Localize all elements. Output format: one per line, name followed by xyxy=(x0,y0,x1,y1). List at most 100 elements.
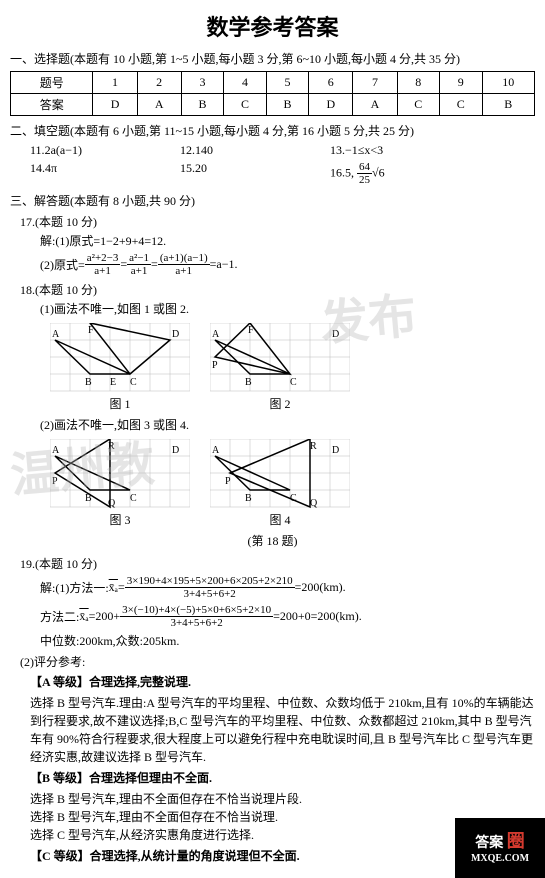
svg-text:R: R xyxy=(108,441,115,452)
num-cell: 10 xyxy=(482,72,534,94)
section3-header: 三、解答题(本题有 8 小题,共 90 分) xyxy=(10,192,535,209)
num-cell: 1 xyxy=(93,72,137,94)
page-title: 数学参考答案 xyxy=(10,10,535,42)
badge-small: MXQE.COM xyxy=(471,853,529,865)
q19-eval: (2)评分参考: xyxy=(20,653,535,670)
q17-line2: (2)原式= a²+2−3a+1 = a²−1a+1 = (a+1)(a−1)a… xyxy=(40,252,535,277)
num-cell: 5 xyxy=(266,72,309,94)
svg-text:B: B xyxy=(245,493,252,504)
num-cell: 6 xyxy=(309,72,353,94)
grade-c-label: 【C 等级】合理选择,从统计量的角度说理但不全面. xyxy=(30,849,300,863)
q19-title: 19.(本题 10 分) xyxy=(20,555,535,572)
q19-method1: 解:(1)方法一: x̄ₐ = 3×190+4×195+5×200+6×205+… xyxy=(40,575,535,600)
svg-text:D: D xyxy=(332,329,339,340)
grade-b-label: 【B 等级】合理选择但理由不全面. xyxy=(30,771,212,785)
ans-cell: C xyxy=(397,94,440,116)
fill-val: 2a(a−1) xyxy=(45,143,82,157)
svg-text:A: A xyxy=(52,445,60,456)
svg-text:Q: Q xyxy=(310,498,318,509)
caption-4: 图 4 xyxy=(210,511,350,528)
svg-text:B: B xyxy=(85,377,92,388)
svg-text:C: C xyxy=(130,493,137,504)
svg-text:C: C xyxy=(290,493,297,504)
fill-row-1: 11.2a(a−1) 12.140 13.−1≤x<3 xyxy=(30,143,535,158)
caption-2: 图 2 xyxy=(210,395,350,412)
caption-1: 图 1 xyxy=(50,395,190,412)
fill-tail: √6 xyxy=(372,165,385,179)
figure-3: A B C D P R Q xyxy=(50,439,190,509)
frac-16: 6425 xyxy=(357,161,372,186)
fill-val: 4π xyxy=(45,161,57,175)
row-label-ans: 答案 xyxy=(11,94,93,116)
svg-text:F: F xyxy=(88,325,94,336)
svg-text:P: P xyxy=(225,476,231,487)
ans-cell: D xyxy=(93,94,137,116)
num-cell: 8 xyxy=(397,72,440,94)
num-cell: 3 xyxy=(181,72,224,94)
fill-val: 20 xyxy=(195,161,207,175)
q18-line1: (1)画法不唯一,如图 1 或图 2. xyxy=(40,300,535,317)
svg-text:A: A xyxy=(212,445,220,456)
fill-val: 140 xyxy=(195,143,213,157)
fill-num: 13. xyxy=(330,143,345,157)
fill-num: 16. xyxy=(330,165,345,179)
badge-mid: 圈 xyxy=(507,831,525,851)
ans-cell: B xyxy=(482,94,534,116)
ans-cell: A xyxy=(137,94,181,116)
svg-text:Q: Q xyxy=(108,498,116,509)
caption-3: 图 3 xyxy=(50,511,190,528)
ans-cell: A xyxy=(353,94,397,116)
eq-text: (2)原式= xyxy=(40,256,85,273)
num-cell: 4 xyxy=(224,72,267,94)
section1-header: 一、选择题(本题有 10 小题,第 1~5 小题,每小题 3 分,第 6~10 … xyxy=(10,50,535,67)
fill-row-2: 14.4π 15.20 16.5, 6425√6 xyxy=(30,161,535,186)
num-cell: 9 xyxy=(440,72,483,94)
figure-2: A B C D F P xyxy=(210,323,350,393)
diagrams-row1: A B C D F E 图 1 A B C D F P 图 2 xyxy=(50,323,535,412)
q19-method2: 方法二: x̄ₐ =200+ 3×(−10)+4×(−5)+5×0+6×5+2×… xyxy=(40,604,535,629)
svg-text:P: P xyxy=(52,476,58,487)
q18-title: 18.(本题 10 分) xyxy=(20,281,535,298)
q19-median: 中位数:200km,众数:205km. xyxy=(40,632,535,649)
diagrams-row2: A B C D P R Q 图 3 A B C D P R Q 图 4 xyxy=(50,439,535,528)
svg-text:B: B xyxy=(85,493,92,504)
fill-val: −1≤x<3 xyxy=(345,143,383,157)
fill-num: 15. xyxy=(180,161,195,175)
svg-text:P: P xyxy=(212,360,218,371)
svg-text:D: D xyxy=(172,445,179,456)
q17-line1: 解:(1)原式=1−2+9+4=12. xyxy=(40,232,535,249)
svg-text:C: C xyxy=(130,377,137,388)
ans-cell: C xyxy=(224,94,267,116)
fill-val: 5, xyxy=(345,165,354,179)
svg-text:D: D xyxy=(332,445,339,456)
svg-text:A: A xyxy=(52,329,60,340)
row-label-num: 题号 xyxy=(11,72,93,94)
badge-top: 答案 xyxy=(475,836,503,851)
section2-header: 二、填空题(本题有 6 小题,第 11~15 小题,每小题 4 分,第 16 小… xyxy=(10,122,535,139)
num-cell: 7 xyxy=(353,72,397,94)
svg-text:R: R xyxy=(310,441,317,452)
grade-a-label: 【A 等级】合理选择,完整说理. xyxy=(30,675,191,689)
q18-line2: (2)画法不唯一,如图 3 或图 4. xyxy=(40,416,535,433)
fill-num: 12. xyxy=(180,143,195,157)
figure-group-label: (第 18 题) xyxy=(10,532,535,549)
q17-title: 17.(本题 10 分) xyxy=(20,213,535,230)
svg-text:C: C xyxy=(290,377,297,388)
ans-cell: C xyxy=(440,94,483,116)
ans-cell: B xyxy=(181,94,224,116)
fill-num: 14. xyxy=(30,161,45,175)
figure-4: A B C D P R Q xyxy=(210,439,350,509)
ans-cell: B xyxy=(266,94,309,116)
grade-a-body: 选择 B 型号汽车.理由:A 型号汽车的平均里程、中位数、众数均低于 210km… xyxy=(30,694,535,766)
ans-cell: D xyxy=(309,94,353,116)
svg-text:A: A xyxy=(212,329,220,340)
svg-text:D: D xyxy=(172,329,179,340)
figure-1: A B C D F E xyxy=(50,323,190,393)
svg-text:B: B xyxy=(245,377,252,388)
svg-text:F: F xyxy=(248,325,254,336)
fill-num: 11. xyxy=(30,143,45,157)
svg-text:E: E xyxy=(110,377,116,388)
answer-table: 题号 1 2 3 4 5 6 7 8 9 10 答案 D A B C B D A… xyxy=(10,71,535,116)
num-cell: 2 xyxy=(137,72,181,94)
corner-badge: 答案 圈 MXQE.COM xyxy=(455,818,545,878)
